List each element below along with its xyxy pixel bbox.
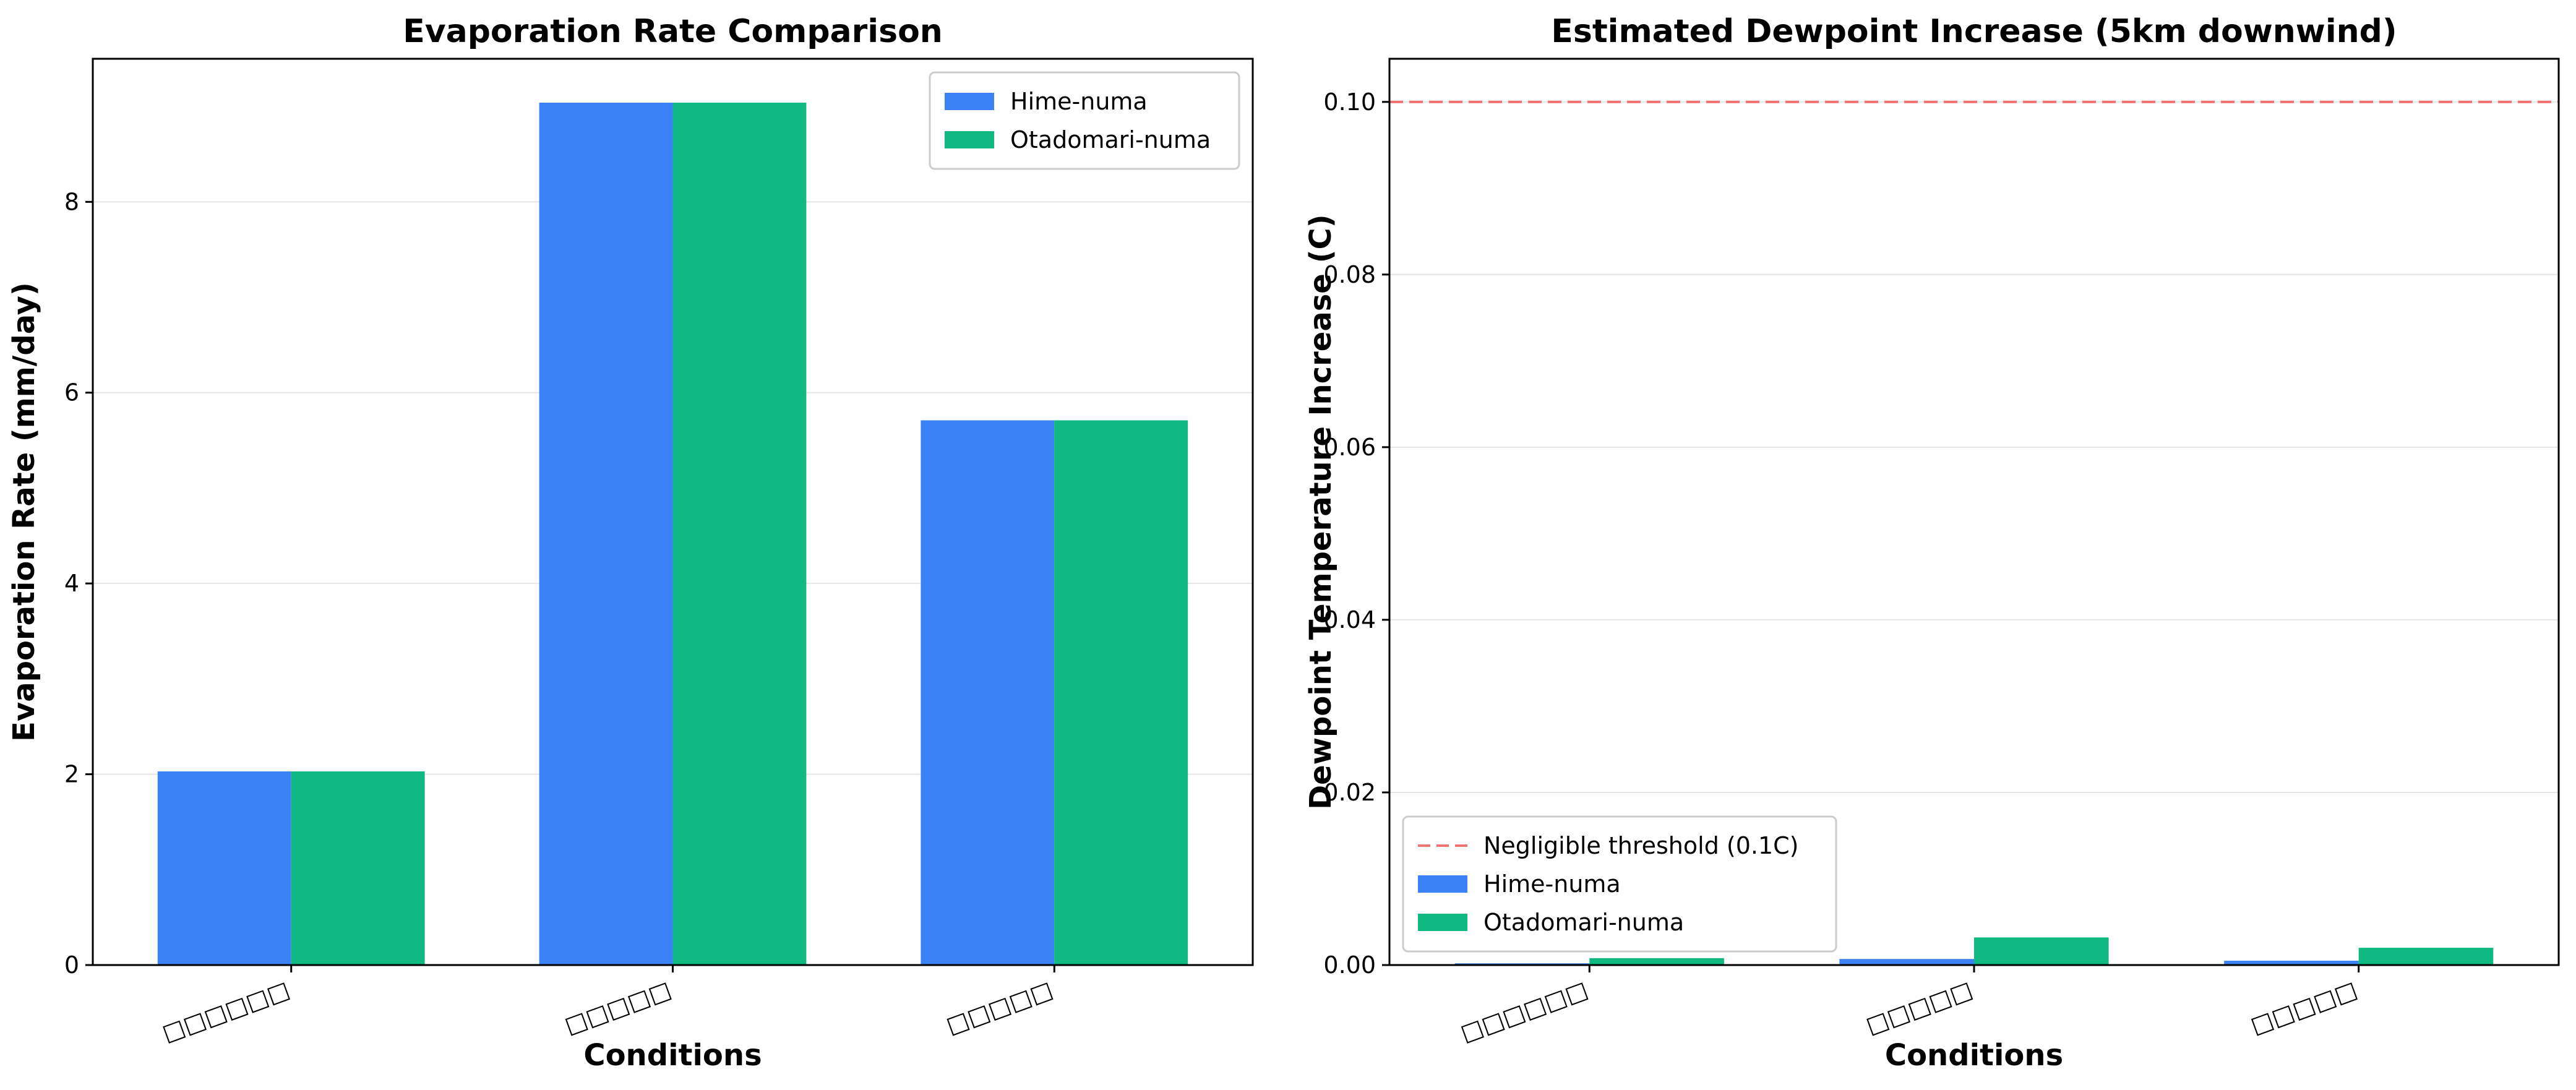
y-tick-label: 0.02: [1323, 779, 1376, 806]
chart-1-legend: Hime-numa Otadomari-numa: [929, 71, 1240, 170]
bar-hime-numa-2: [539, 102, 673, 965]
chart-2-y-ticks: 0.00 0.02 0.04 0.06 0.08 0.10: [1323, 88, 1389, 979]
y-tick-label: 6: [64, 379, 79, 406]
chart-1-x-axis-label: Conditions: [583, 1038, 762, 1073]
chart-2-title: Estimated Dewpoint Increase (5km downwin…: [1551, 13, 2397, 50]
legend-swatch: [945, 131, 994, 148]
bar-otadomari-numa-3: [1054, 420, 1188, 965]
bar-hime-numa-3: [921, 420, 1055, 965]
chart-1-y-ticks: 0 2 4 6 8: [64, 188, 93, 979]
legend-label: Otadomari-numa: [1483, 909, 1684, 936]
chart-1-y-axis-label: Evaporation Rate (mm/day): [7, 282, 41, 742]
bar-otadomari-numa-2: [672, 102, 807, 965]
legend-box: [929, 71, 1240, 170]
y-tick-label: 0.04: [1323, 606, 1376, 633]
chart-2-y-axis-label: Dewpoint Temperature Increase (C): [1303, 214, 1338, 809]
y-tick-label: 0.06: [1323, 434, 1376, 461]
y-tick-label: 0.10: [1323, 88, 1376, 116]
bar-hime-numa-2: [1839, 959, 1974, 965]
bar-hime-numa-1: [157, 771, 291, 965]
y-tick-label: 2: [64, 761, 79, 788]
legend-label: Hime-numa: [1010, 88, 1148, 115]
y-tick-label: 8: [64, 188, 79, 215]
chart-2-x-axis-label: Conditions: [1885, 1038, 2063, 1073]
bar-otadomari-numa-2: [1974, 937, 2109, 965]
y-tick-label: 0.00: [1323, 951, 1376, 979]
dewpoint-increase-chart: 0.000.020.040.060.080.10 □□□□□□ □□□□□ □□□□…: [1303, 13, 2560, 1073]
bar-otadomari-numa-1: [291, 771, 425, 965]
legend-swatch: [1418, 914, 1467, 931]
bar-hime-numa-3: [2224, 961, 2359, 965]
bar-otadomari-numa-3: [2358, 948, 2494, 965]
legend-label: Negligible threshold (0.1C): [1483, 832, 1799, 859]
legend-box: [1402, 815, 1837, 953]
chart-1-title: Evaporation Rate Comparison: [403, 13, 943, 50]
legend-label: Hime-numa: [1483, 870, 1621, 898]
y-tick-label: 0.08: [1323, 261, 1376, 288]
chart-1-bars: [157, 102, 1188, 965]
y-tick-label: 4: [64, 570, 79, 597]
y-tick-label: 0: [64, 951, 79, 979]
chart-2-legend: Negligible threshold (0.1C) Hime-numa Otad…: [1402, 815, 1837, 953]
bar-otadomari-numa-1: [1589, 958, 1724, 965]
legend-label: Otadomari-numa: [1010, 126, 1211, 153]
legend-swatch: [945, 93, 994, 110]
legend-swatch: [1418, 875, 1467, 893]
